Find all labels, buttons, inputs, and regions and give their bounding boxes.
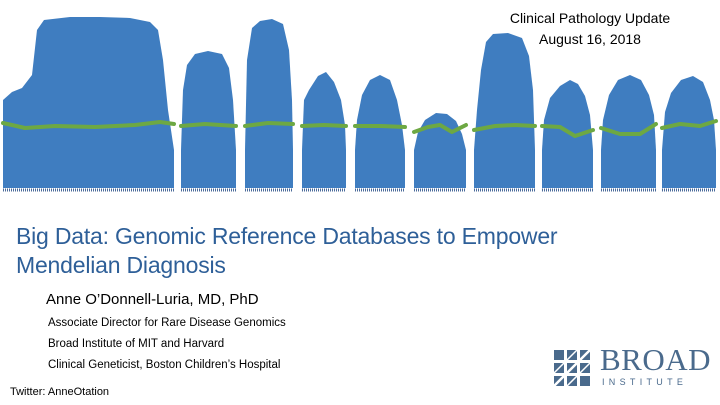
coverage-line [540, 124, 595, 138]
title-line-2: Mendelian Diagnosis [16, 252, 226, 278]
conference-info: Clinical Pathology Update August 16, 201… [490, 8, 690, 50]
coverage-peak [542, 80, 593, 188]
coverage-peak [355, 75, 405, 188]
coverage-peak [662, 76, 716, 188]
logo-wordmark: BROAD [600, 342, 712, 377]
coverage-peak [181, 51, 236, 188]
coverage-line [472, 123, 537, 132]
twitter-handle: Twitter: AnneOtation [10, 386, 110, 398]
coverage-line [179, 122, 238, 128]
coverage-peaks [3, 17, 716, 188]
affiliation-2: Broad Institute of MIT and Harvard [48, 338, 225, 350]
coverage-line [1, 120, 176, 130]
coverage-lines [1, 119, 718, 138]
coverage-peak [3, 17, 174, 188]
logo-subtitle: INSTITUTE [602, 377, 688, 387]
title-line-1: Big Data: Genomic Reference Databases to… [16, 223, 558, 249]
coverage-line [599, 122, 658, 136]
author-name: Anne O’Donnell-Luria, MD, PhD [46, 291, 259, 308]
affiliation-3: Clinical Geneticist, Boston Children’s H… [48, 359, 281, 371]
conference-date: August 16, 2018 [539, 31, 641, 47]
coverage-peak [302, 72, 346, 188]
coverage-line [660, 119, 718, 130]
coverage-line [300, 123, 348, 128]
coverage-peak [245, 19, 293, 188]
broad-logo: BROAD INSTITUTE [552, 342, 711, 392]
conference-name: Clinical Pathology Update [509, 10, 671, 26]
coverage-line [243, 121, 295, 128]
coverage-banner [1, 17, 718, 192]
coverage-line [412, 123, 468, 134]
coverage-peak [601, 75, 656, 188]
presentation-title: Big Data: Genomic Reference Databases to… [16, 222, 656, 280]
broad-logo-grid-icon [553, 349, 591, 387]
coverage-peak [474, 33, 535, 188]
affiliation-1: Associate Director for Rare Disease Geno… [48, 317, 286, 329]
coverage-line [353, 124, 407, 129]
